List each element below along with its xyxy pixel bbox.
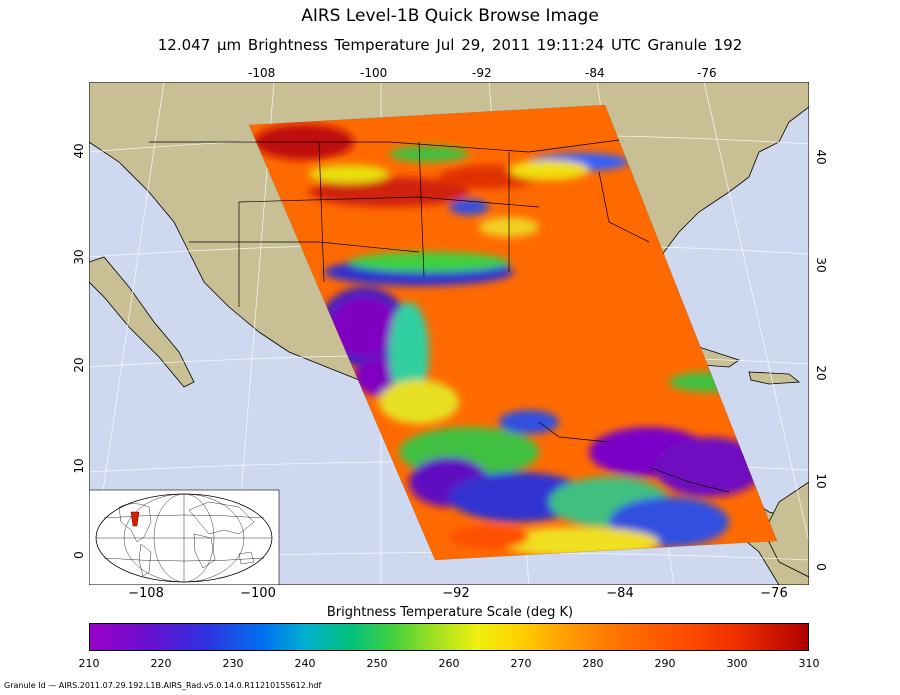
left-lat-label: 10 bbox=[72, 458, 86, 474]
political-borders bbox=[149, 139, 730, 493]
right-lat-label: 30 bbox=[814, 257, 828, 273]
colorbar-tick: 250 bbox=[366, 657, 388, 670]
map-title: AIRS Level-1B Quick Browse Image bbox=[301, 6, 599, 26]
colorbar-tick: 210 bbox=[78, 657, 100, 670]
bottom-lon-label: −108 bbox=[128, 586, 164, 601]
colorbar-tick: 240 bbox=[294, 657, 316, 670]
granule-location-marker bbox=[130, 511, 140, 527]
colorbar-tick: 230 bbox=[222, 657, 244, 670]
colorbar-title: Brightness Temperature Scale (deg K) bbox=[326, 605, 574, 620]
bottom-lon-label: −84 bbox=[606, 586, 634, 601]
granule-id: Granule Id — AIRS.2011.07.29.192.L1B.AIR… bbox=[4, 681, 322, 690]
right-lat-label: 20 bbox=[814, 365, 828, 381]
right-lat-label: 0 bbox=[814, 563, 828, 571]
bottom-lon-label: −100 bbox=[240, 586, 276, 601]
colorbar-tick: 310 bbox=[798, 657, 820, 670]
map-subtitle: 12.047 μm Brightness Temperature Jul 29,… bbox=[157, 36, 743, 54]
right-lat-label: 40 bbox=[814, 149, 828, 165]
bottom-lon-label: −76 bbox=[760, 586, 788, 601]
top-lon-label: -76 bbox=[697, 66, 717, 80]
swath-outline bbox=[248, 104, 778, 561]
inset-globe bbox=[89, 489, 280, 585]
top-lon-label: -84 bbox=[585, 66, 605, 80]
colorbar-tick: 220 bbox=[150, 657, 172, 670]
right-lat-label: 10 bbox=[814, 473, 828, 489]
left-lat-label: 40 bbox=[72, 143, 86, 159]
colorbar-tick: 260 bbox=[438, 657, 460, 670]
colorbar bbox=[89, 623, 809, 651]
top-lon-label: -108 bbox=[248, 66, 276, 80]
colorbar-tick: 280 bbox=[582, 657, 604, 670]
left-lat-label: 0 bbox=[72, 551, 86, 559]
bottom-lon-label: −92 bbox=[442, 586, 470, 601]
colorbar-tick: 270 bbox=[510, 657, 532, 670]
top-lon-label: -100 bbox=[360, 66, 388, 80]
top-lon-label: -92 bbox=[472, 66, 492, 80]
colorbar-tick: 300 bbox=[726, 657, 748, 670]
left-lat-label: 30 bbox=[72, 249, 86, 265]
colorbar-tick: 290 bbox=[654, 657, 676, 670]
left-lat-label: 20 bbox=[72, 357, 86, 373]
brightness-temperature-map bbox=[89, 82, 809, 585]
